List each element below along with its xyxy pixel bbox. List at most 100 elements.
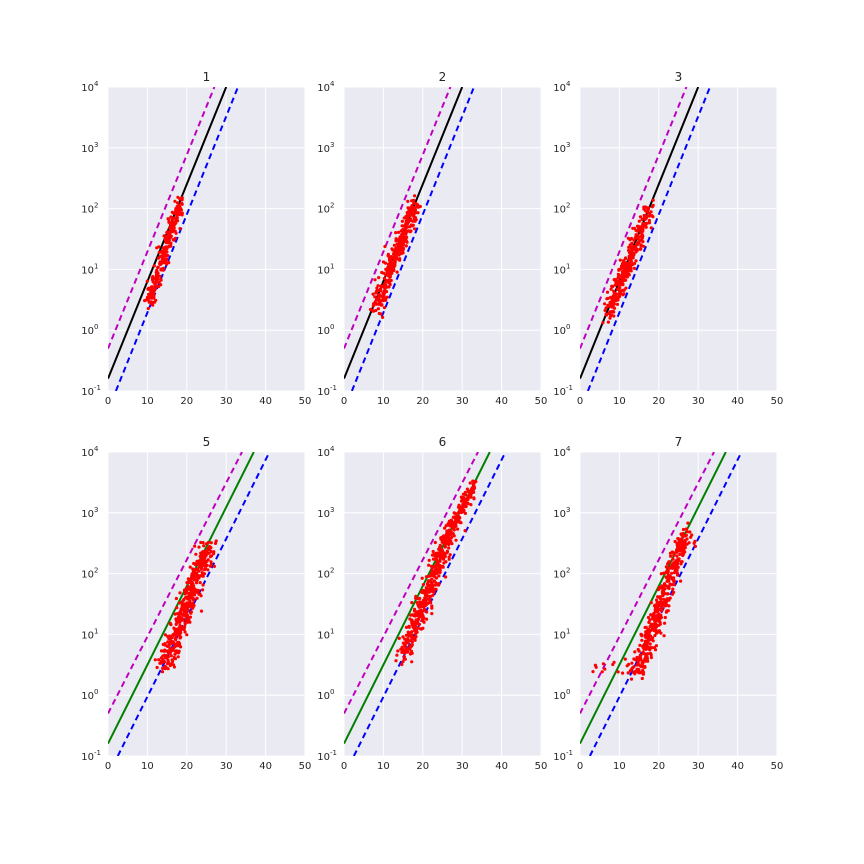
data-point bbox=[448, 553, 452, 557]
y-tick-base: 10 bbox=[81, 326, 94, 337]
data-point bbox=[174, 221, 178, 225]
data-point bbox=[382, 276, 386, 280]
x-tick-label: 40 bbox=[495, 396, 508, 407]
data-point bbox=[383, 281, 387, 285]
data-point bbox=[400, 645, 404, 649]
data-point bbox=[177, 206, 181, 210]
data-point bbox=[161, 657, 165, 662]
data-point bbox=[424, 603, 428, 607]
data-point bbox=[426, 580, 430, 584]
data-point bbox=[661, 602, 665, 606]
data-point bbox=[164, 235, 168, 239]
data-point bbox=[436, 554, 440, 558]
y-tick-base: 10 bbox=[553, 205, 566, 216]
data-point bbox=[683, 539, 687, 543]
data-point bbox=[155, 274, 159, 278]
data-point bbox=[149, 289, 153, 294]
data-point bbox=[156, 256, 160, 260]
data-point bbox=[442, 557, 446, 561]
data-point bbox=[410, 601, 414, 605]
data-point bbox=[648, 651, 653, 655]
y-tick-base: 10 bbox=[317, 83, 330, 94]
data-point bbox=[412, 213, 416, 217]
data-point bbox=[397, 257, 401, 261]
x-tick-label: 0 bbox=[105, 396, 111, 407]
data-point bbox=[167, 220, 171, 224]
data-point bbox=[409, 223, 413, 227]
data-point bbox=[171, 648, 175, 653]
data-point bbox=[425, 597, 429, 601]
data-point bbox=[675, 571, 680, 575]
data-point bbox=[463, 529, 467, 533]
data-point bbox=[400, 229, 404, 233]
data-point bbox=[671, 576, 675, 580]
plot-content bbox=[108, 452, 271, 756]
data-point bbox=[433, 583, 438, 587]
data-point bbox=[186, 605, 190, 609]
data-point bbox=[433, 540, 437, 545]
data-point bbox=[193, 568, 197, 572]
x-tick-label: 50 bbox=[771, 761, 784, 772]
data-point bbox=[655, 623, 659, 627]
data-point bbox=[164, 245, 168, 249]
y-tick-exponent: 2 bbox=[330, 567, 334, 575]
y-tick-label: 10 1 bbox=[81, 262, 98, 276]
data-point bbox=[661, 594, 665, 598]
data-point bbox=[617, 267, 621, 272]
data-point bbox=[634, 245, 638, 249]
data-point bbox=[610, 285, 615, 289]
data-point bbox=[161, 654, 165, 658]
data-point bbox=[634, 233, 638, 237]
data-point bbox=[683, 534, 687, 538]
y-tick-label: 10 4 bbox=[81, 445, 99, 459]
data-point bbox=[431, 589, 435, 594]
data-point bbox=[605, 290, 610, 294]
data-point bbox=[402, 655, 406, 659]
data-point bbox=[377, 276, 381, 280]
data-point bbox=[198, 581, 202, 585]
data-point bbox=[396, 649, 400, 653]
data-point bbox=[155, 277, 160, 281]
data-point bbox=[194, 552, 198, 556]
data-point bbox=[433, 571, 437, 575]
y-tick-label: 10 -1 bbox=[81, 749, 101, 763]
data-point bbox=[396, 251, 400, 255]
y-tick-base: 10 bbox=[81, 570, 94, 581]
data-point bbox=[621, 671, 625, 675]
data-point bbox=[444, 534, 448, 538]
data-point bbox=[410, 619, 414, 623]
data-point bbox=[412, 609, 417, 613]
data-point bbox=[175, 216, 179, 220]
y-tick-exponent: 0 bbox=[94, 323, 98, 331]
data-point bbox=[647, 620, 651, 625]
data-point bbox=[637, 235, 641, 239]
y-tick-exponent: 4 bbox=[94, 445, 99, 453]
data-point bbox=[391, 255, 395, 259]
data-point bbox=[168, 650, 172, 654]
data-point bbox=[410, 205, 414, 209]
data-point bbox=[148, 295, 152, 300]
data-point bbox=[450, 542, 454, 546]
data-point bbox=[151, 277, 155, 281]
data-point bbox=[179, 208, 183, 212]
data-point bbox=[378, 287, 383, 291]
data-point bbox=[677, 538, 681, 542]
data-point bbox=[645, 639, 649, 643]
y-tick-exponent: 0 bbox=[566, 323, 570, 331]
y-tick-base: 10 bbox=[81, 387, 94, 398]
data-point bbox=[188, 565, 192, 569]
x-tick-label: 30 bbox=[220, 761, 233, 772]
data-point bbox=[607, 311, 611, 316]
data-point bbox=[376, 284, 380, 288]
data-point bbox=[183, 622, 187, 626]
data-point bbox=[176, 612, 181, 616]
data-point bbox=[406, 229, 410, 233]
x-tick-label: 30 bbox=[456, 396, 469, 407]
data-point bbox=[655, 614, 659, 618]
x-tick-label: 10 bbox=[377, 396, 390, 407]
lower-line bbox=[586, 87, 711, 391]
data-point bbox=[394, 659, 398, 663]
upper-line bbox=[344, 87, 452, 349]
data-point bbox=[638, 225, 642, 229]
data-point bbox=[437, 568, 441, 572]
